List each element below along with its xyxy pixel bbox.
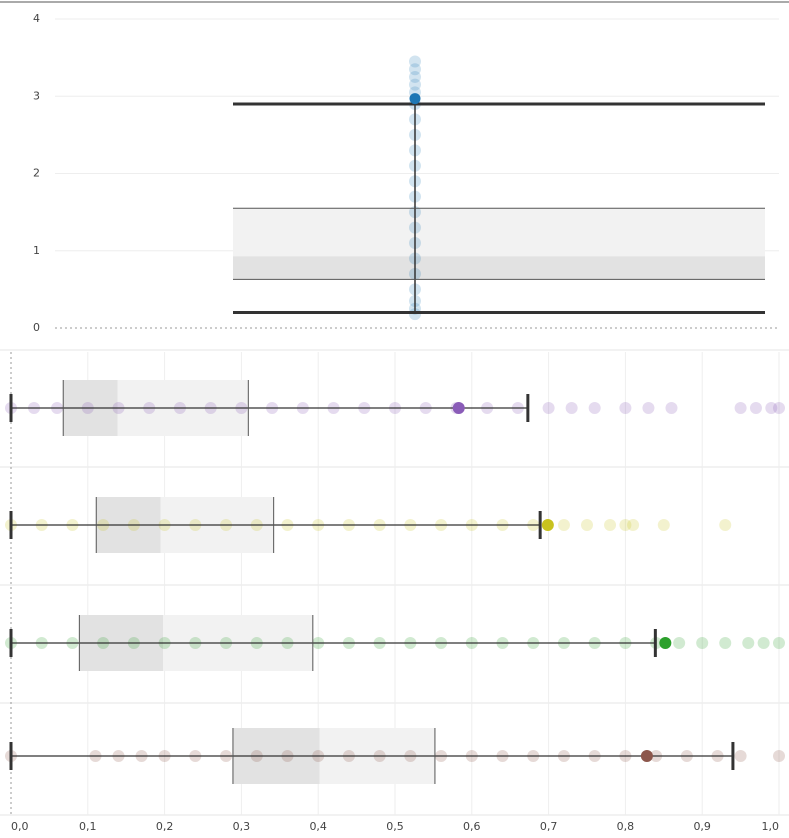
point: [742, 637, 755, 649]
x-tick-label: 0,1: [79, 820, 97, 833]
x-tick-label: 1,0: [762, 820, 780, 833]
point: [749, 402, 762, 414]
point: [719, 637, 732, 649]
y-tick-label: 2: [33, 167, 40, 180]
x-tick-label: 0,8: [617, 820, 635, 833]
point: [734, 750, 747, 762]
x-tick-label: 0,9: [693, 820, 711, 833]
highlight-point: [541, 519, 554, 531]
point: [409, 63, 421, 76]
x-tick-label: 0,6: [463, 820, 481, 833]
highlight-point: [409, 93, 421, 105]
point: [409, 78, 421, 91]
x-tick-label: 0,7: [540, 820, 558, 833]
y-tick-label: 4: [33, 12, 40, 25]
point: [696, 637, 709, 649]
point: [773, 750, 785, 762]
point: [581, 519, 593, 531]
point: [619, 402, 632, 414]
point: [773, 402, 785, 414]
point: [542, 402, 555, 414]
x-tick-label: 0,3: [233, 820, 251, 833]
y-tick-label: 0: [33, 321, 40, 334]
box-upper: [233, 208, 765, 257]
x-tick-label: 0,2: [156, 820, 174, 833]
box-lower: [233, 256, 765, 280]
x-tick-label: 0,4: [309, 820, 327, 833]
point: [409, 55, 421, 68]
point: [565, 402, 578, 414]
point: [588, 402, 601, 414]
point: [673, 637, 686, 649]
point: [619, 519, 632, 531]
highlight-point: [452, 402, 465, 414]
x-tick-label: 0,5: [386, 820, 404, 833]
highlight-point: [659, 637, 672, 649]
y-tick-label: 3: [33, 89, 40, 102]
point: [765, 402, 778, 414]
y-tick-label: 1: [33, 244, 40, 257]
point: [734, 402, 747, 414]
point: [557, 519, 570, 531]
point: [627, 519, 640, 531]
point: [773, 637, 785, 649]
x-tick-label: 0,0: [11, 820, 29, 833]
point: [665, 402, 678, 414]
point: [757, 637, 770, 649]
highlight-point: [640, 750, 653, 762]
point: [719, 519, 732, 531]
point: [642, 402, 655, 414]
point: [409, 70, 421, 83]
point: [604, 519, 617, 531]
point: [657, 519, 670, 531]
